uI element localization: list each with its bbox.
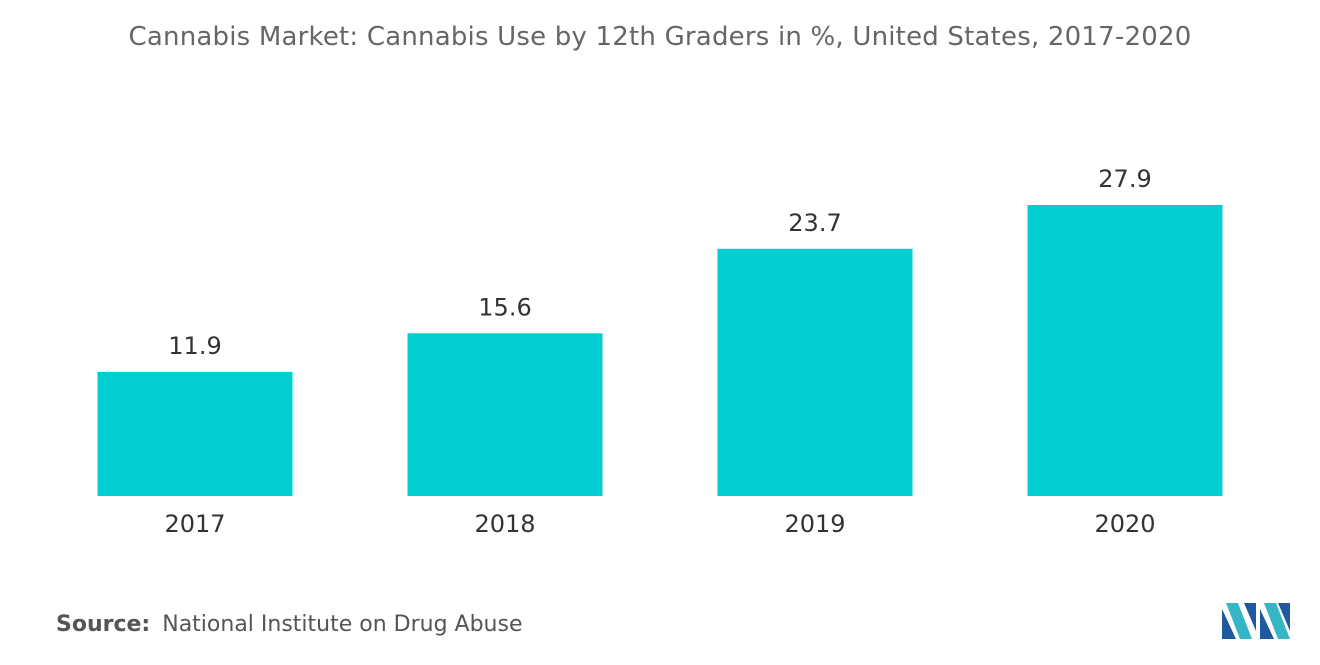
bar-2019 [717, 248, 913, 496]
bars-group [97, 205, 1223, 496]
value-label-2020: 27.9 [1098, 165, 1151, 193]
chart-title: Cannabis Market: Cannabis Use by 12th Gr… [128, 22, 1192, 52]
bar-2020 [1027, 205, 1223, 496]
x-tick-label-2018: 2018 [474, 510, 535, 538]
source-note: Source: National Institute on Drug Abuse [56, 612, 523, 637]
bar-2017 [97, 371, 293, 496]
value-label-2019: 23.7 [788, 209, 841, 237]
mordor-intelligence-logo-icon [1222, 603, 1290, 639]
tick-labels-group: 2017 2018 2019 2020 [164, 510, 1155, 538]
x-tick-label-2019: 2019 [784, 510, 845, 538]
value-labels-group: 11.9 15.6 23.7 27.9 [168, 165, 1151, 360]
x-tick-label-2020: 2020 [1094, 510, 1155, 538]
source-text: National Institute on Drug Abuse [162, 612, 523, 637]
bar-2018 [407, 333, 603, 496]
value-label-2018: 15.6 [478, 293, 531, 321]
value-label-2017: 11.9 [168, 332, 221, 360]
x-tick-label-2017: 2017 [164, 510, 225, 538]
source-label: Source: [56, 612, 151, 637]
